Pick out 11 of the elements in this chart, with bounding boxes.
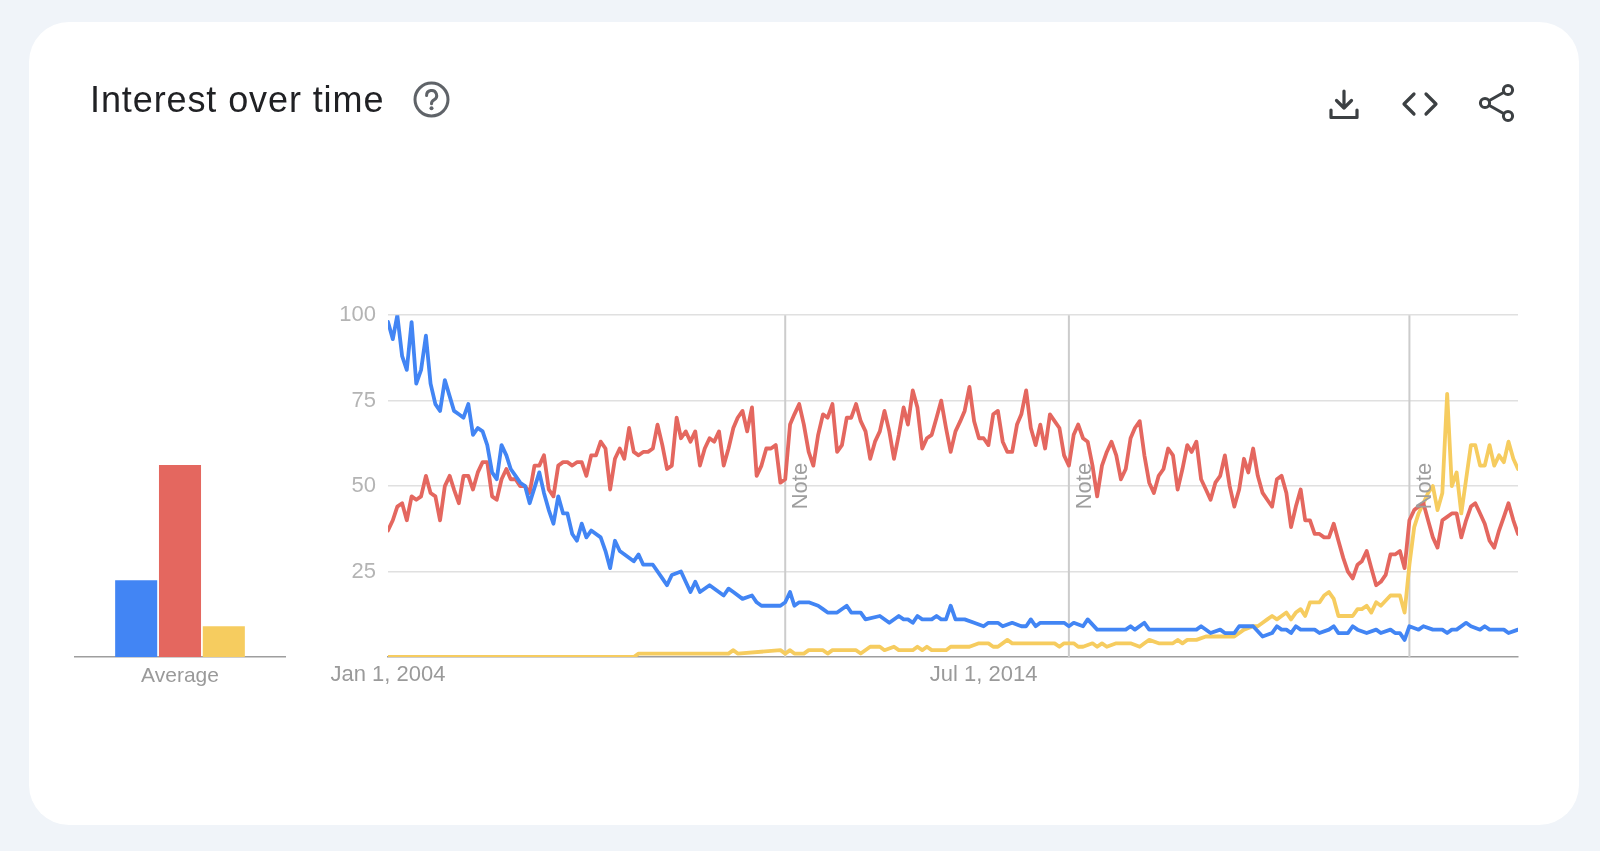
y-tick-label: 50 bbox=[351, 472, 376, 498]
ref-line-label: Note bbox=[787, 462, 813, 510]
x-tick-label: Average bbox=[141, 663, 219, 687]
ref-line-label: Note bbox=[1070, 462, 1096, 510]
y-tick-label: 75 bbox=[351, 386, 376, 412]
x-tick-label: Jul 1, 2014 bbox=[929, 661, 1038, 687]
x-tick-label: Jan 1, 2004 bbox=[330, 661, 446, 687]
chart-title: Interest over time bbox=[90, 79, 385, 120]
y-tick-label: 100 bbox=[339, 301, 376, 327]
ref-line-label: Note bbox=[1411, 462, 1437, 510]
y-tick-label: 25 bbox=[351, 557, 376, 583]
